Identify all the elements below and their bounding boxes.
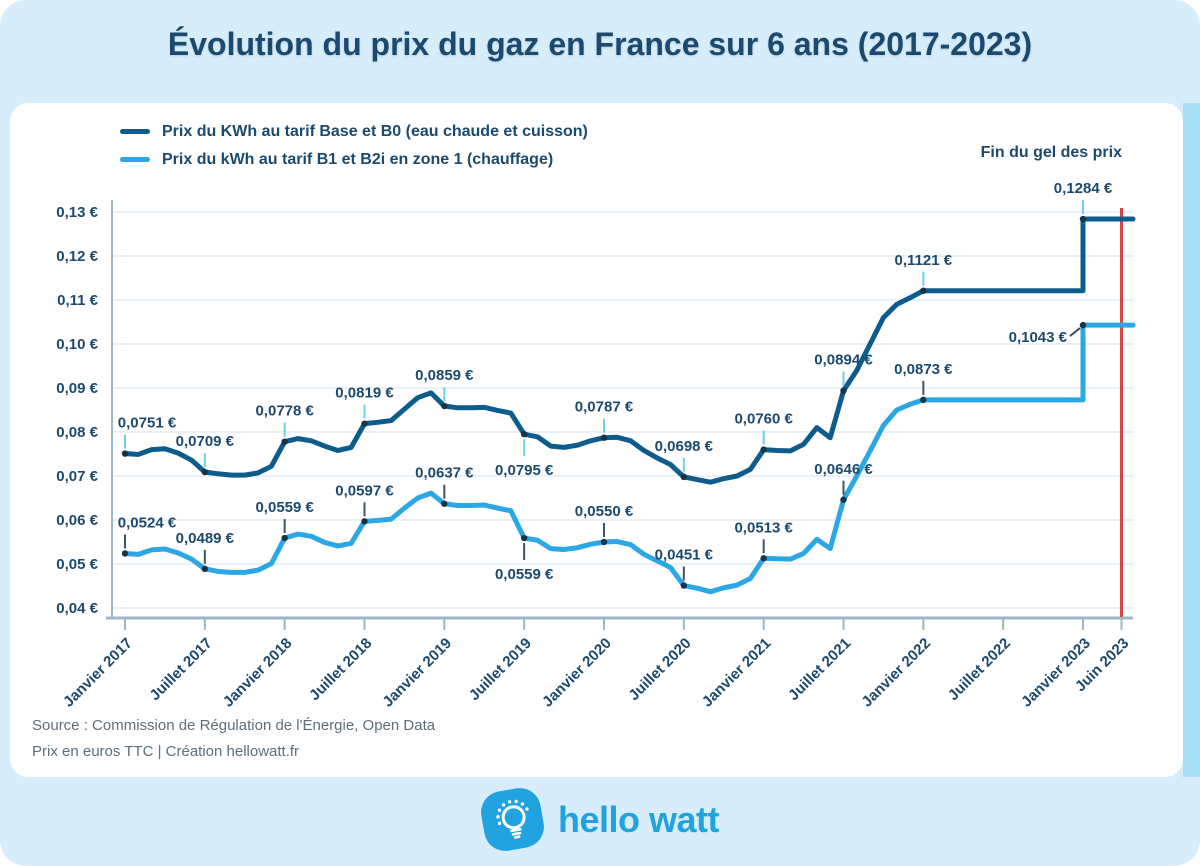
source-line-2: Prix en euros TTC | Création hellowatt.f… [32, 743, 300, 760]
legend-swatch-b1-icon [120, 157, 150, 162]
page-title: Évolution du prix du gaz en France sur 6… [167, 26, 1033, 62]
logo-wordmark: hello watt [557, 798, 720, 840]
chart-legend: Prix du KWh au tarif Base et B0 (eau cha… [120, 121, 588, 170]
lightbulb-icon [481, 788, 544, 851]
background-stripe [1183, 103, 1200, 777]
source-block: Source : Commission de Régulation de l'É… [32, 713, 435, 765]
source-line-1: Source : Commission de Régulation de l'É… [32, 717, 436, 734]
legend-item-base: Prix du KWh au tarif Base et B0 (eau cha… [120, 121, 588, 142]
event-annotation: Fin du gel des prix [980, 144, 1122, 161]
legend-label-b1: Prix du kWh au tarif B1 et B2i en zone 1… [162, 150, 554, 168]
legend-label-base: Prix du KWh au tarif Base et B0 (eau cha… [162, 122, 588, 140]
hellowatt-logo: hello watt [481, 788, 720, 851]
legend-swatch-base-icon [120, 129, 150, 134]
chart-card [10, 103, 1183, 777]
legend-item-b1: Prix du kWh au tarif B1 et B2i en zone 1… [120, 149, 588, 170]
